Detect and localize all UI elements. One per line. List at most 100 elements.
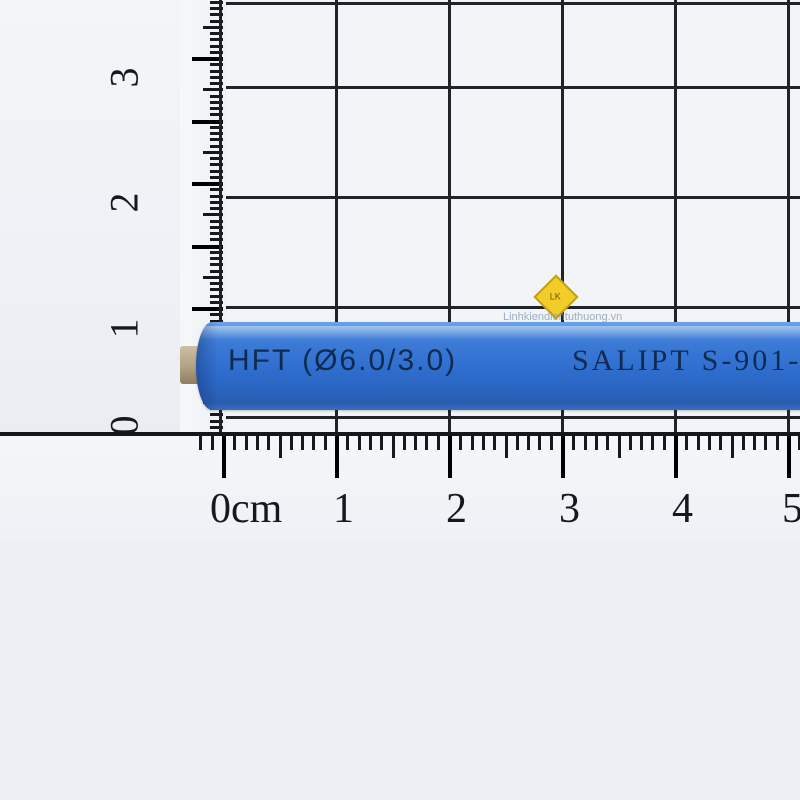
ruler-tick-minor (210, 0, 223, 4)
ruler-tick-minor (425, 436, 429, 450)
horizontal-ruler-label: 4 (672, 486, 693, 532)
ruler-tick-minor (210, 132, 223, 135)
ruler-tick-major (448, 436, 452, 478)
ruler-tick-major (192, 244, 223, 249)
ruler-tick-minor (210, 288, 223, 292)
horizontal-ruler-label: 0cm (210, 486, 283, 532)
grid-line-vertical (561, 0, 564, 432)
ruler-tick-minor (210, 144, 223, 148)
ruler-tick-minor (210, 250, 223, 254)
horizontal-ruler (0, 432, 800, 542)
ruler-tick-minor (203, 213, 223, 217)
grid-line-vertical (787, 0, 790, 432)
ruler-tick-minor (210, 100, 223, 104)
ruler-tick-minor (402, 436, 406, 450)
ruler-tick-minor (368, 436, 372, 450)
ruler-tick-major (674, 436, 678, 478)
ruler-tick-minor (481, 436, 485, 450)
ruler-tick-minor (210, 44, 223, 48)
ruler-tick-minor (210, 138, 223, 142)
ruler-tick-minor (210, 32, 223, 35)
ruler-tick-minor (210, 194, 223, 198)
tube-print-right: SALIPT S-901-6 (572, 344, 800, 377)
ruler-tick-minor (210, 157, 223, 160)
ruler-tick-minor (436, 436, 440, 450)
vertical-ruler-edge (219, 0, 222, 438)
ruler-tick-minor (210, 69, 223, 73)
ruler-tick-minor (199, 436, 203, 450)
ruler-tick-major (192, 307, 223, 311)
ruler-tick-minor (696, 436, 700, 450)
ruler-tick-minor (741, 436, 745, 450)
ruler-tick-minor (764, 436, 768, 450)
ruler-tick-major (787, 436, 791, 478)
ruler-tick-minor (210, 282, 223, 285)
ruler-tick-minor (606, 436, 610, 450)
ruler-tick-minor (798, 436, 800, 450)
ruler-tick-major (192, 182, 223, 186)
ruler-tick-minor (210, 169, 223, 173)
ruler-tick-minor (346, 436, 350, 450)
horizontal-ruler-label: 1 (333, 486, 354, 532)
tube-gloss-highlight (196, 326, 800, 339)
ruler-tick-minor (210, 207, 223, 210)
ruler-tick-minor (244, 436, 248, 450)
ruler-tick-minor (203, 275, 223, 279)
ruler-tick-minor (470, 436, 474, 450)
ruler-tick-minor (210, 163, 223, 167)
ruler-tick-minor (210, 50, 223, 54)
ruler-tick-minor (210, 13, 223, 17)
ruler-tick-minor (210, 300, 223, 304)
ruler-tick-minor (210, 38, 223, 42)
ruler-tick-minor (210, 107, 223, 110)
ruler-tick-minor (628, 436, 632, 450)
grid-line-horizontal (222, 196, 800, 199)
ruler-tick-major (561, 436, 565, 478)
ruler-tick-minor (210, 175, 223, 179)
ruler-tick-minor (210, 294, 223, 298)
vertical-ruler-label: 2 (101, 192, 147, 213)
ruler-tick-minor (210, 7, 223, 10)
ruler-tick-minor (380, 436, 384, 450)
ruler-tick-minor (493, 436, 497, 450)
tube-printing: HFT (Ø6.0/3.0) SALIPT S-901-6 (196, 344, 800, 384)
ruler-tick-minor (414, 436, 418, 450)
ruler-tick-minor (719, 436, 723, 450)
ruler-tick-minor (210, 200, 223, 204)
ruler-tick-minor (210, 225, 223, 229)
ruler-tick-minor (210, 19, 223, 23)
ruler-tick-minor (210, 219, 223, 223)
ruler-tick-major (192, 57, 223, 61)
ruler-tick-minor (210, 232, 223, 235)
ruler-tick-minor (662, 436, 666, 450)
ruler-tick-minor (707, 436, 711, 450)
ruler-tick-minor (527, 436, 531, 450)
ruler-tick-minor (210, 436, 214, 450)
ruler-tick-minor (210, 188, 223, 192)
ruler-tick-minor (312, 436, 316, 450)
ruler-tick-minor (210, 82, 223, 85)
ruler-tick-minor (538, 436, 542, 450)
ruler-tick-minor (640, 436, 644, 450)
ruler-tick-minor (515, 436, 519, 450)
ruler-tick-minor (730, 436, 734, 458)
ruler-tick-minor (753, 436, 757, 450)
ruler-tick-major (335, 436, 339, 478)
ruler-tick-minor (210, 313, 223, 317)
ruler-tick-minor (278, 436, 282, 458)
ruler-tick-minor (210, 413, 223, 417)
ruler-tick-minor (391, 436, 395, 458)
ruler-tick-minor (210, 63, 223, 67)
ruler-tick-minor (203, 25, 223, 29)
ruler-tick-minor (210, 75, 223, 79)
grid-line-vertical (674, 0, 677, 432)
ruler-tick-minor (203, 88, 223, 92)
grid-line-horizontal (222, 306, 800, 309)
horizontal-ruler-edge (0, 432, 800, 436)
grid-line-horizontal (222, 86, 800, 89)
horizontal-ruler-label: 5 (782, 486, 800, 532)
ruler-tick-major (192, 119, 223, 124)
horizontal-ruler-label: 2 (446, 486, 467, 532)
tube-print-left: HFT (Ø6.0/3.0) (228, 344, 458, 377)
